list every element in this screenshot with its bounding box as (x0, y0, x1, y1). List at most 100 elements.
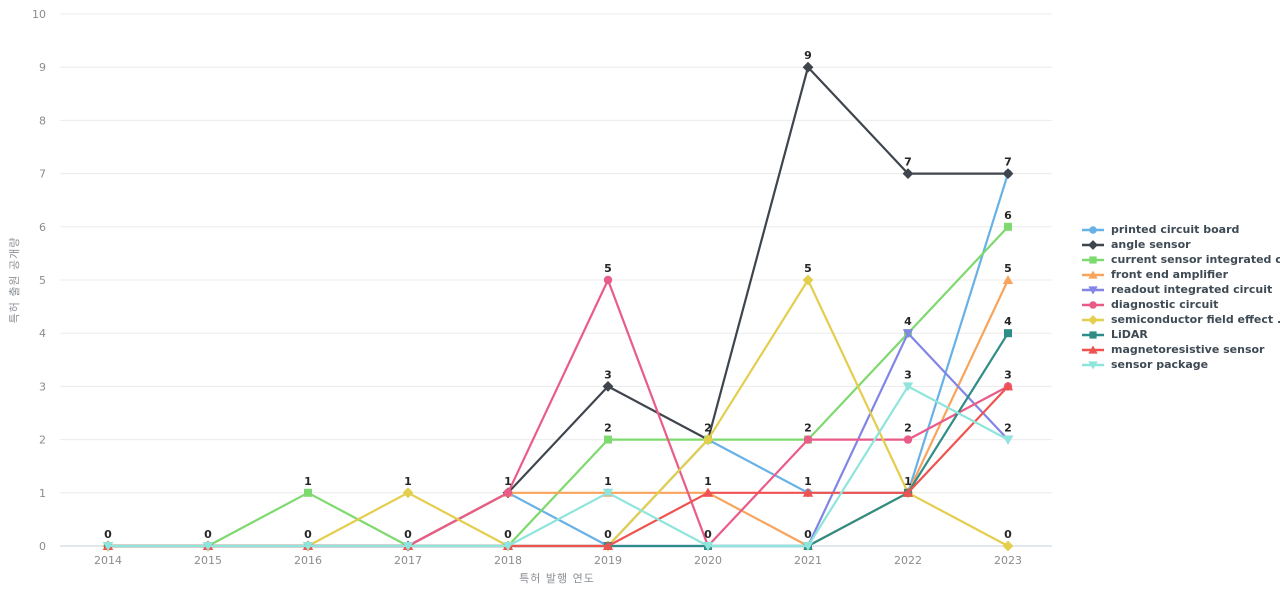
series-line[interactable] (106, 385, 1010, 548)
legend-item-readout-integrated-circuit[interactable]: readout integrated circuit (1080, 282, 1280, 297)
data-point-square (1089, 255, 1097, 264)
data-point-triangle-up (902, 487, 914, 497)
data-point-circle (503, 488, 513, 497)
series-line[interactable] (106, 172, 1010, 548)
data-point-diamond (1088, 239, 1098, 250)
value-label: 6 (1004, 209, 1012, 222)
chart-legend: printed circuit board angle sensor current… (1080, 222, 1280, 372)
value-label: 1 (804, 475, 812, 488)
legend-marker-diamond-icon (1082, 314, 1104, 325)
data-point-square (1089, 330, 1097, 339)
y-tick-label: 7 (39, 168, 46, 181)
legend-label: sensor package (1111, 358, 1209, 371)
x-tick-label: 2019 (594, 554, 622, 567)
series-line[interactable] (106, 278, 1010, 548)
x-tick-label: 2015 (194, 554, 222, 567)
x-tick-label: 2017 (394, 554, 422, 567)
data-point-triangle-down (702, 542, 714, 551)
series-angle-sensor[interactable] (102, 61, 1014, 552)
x-tick-label: 2022 (894, 554, 922, 567)
value-label: 0 (804, 528, 812, 541)
legend-marker-circle-icon (1082, 225, 1104, 234)
data-point-circle (1089, 300, 1097, 309)
legend-item-semiconductor-field-effect[interactable]: semiconductor field effect ... (1080, 312, 1280, 327)
legend-marker-diamond-icon (1082, 239, 1104, 250)
legend-item-printed-circuit-board[interactable]: printed circuit board (1080, 222, 1280, 237)
data-point-triangle-up (1002, 381, 1014, 391)
series-line[interactable] (106, 66, 1010, 548)
legend-label: current sensor integrated c... (1111, 253, 1280, 266)
data-point-diamond (402, 487, 414, 499)
value-label: 5 (604, 262, 612, 275)
legend-marker-square-icon (1082, 255, 1104, 264)
data-point-circle (603, 275, 613, 285)
value-label: 3 (904, 368, 912, 381)
legend-item-sensor-package[interactable]: sensor package (1080, 357, 1280, 372)
legend-item-current-sensor-integrated-c[interactable]: current sensor integrated c... (1080, 252, 1280, 267)
value-label: 2 (1004, 422, 1012, 435)
value-label: 0 (604, 528, 612, 541)
data-point-triangle-down (902, 329, 914, 339)
data-point-triangle-down (1088, 285, 1098, 294)
y-tick-label: 1 (39, 487, 46, 500)
value-label: 4 (1004, 315, 1012, 328)
data-point-square (604, 435, 612, 444)
legend-item-front-end-amplifier[interactable]: front end amplifier (1080, 267, 1280, 282)
x-tick-label: 2021 (794, 554, 822, 567)
data-point-diamond (902, 168, 914, 179)
data-point-triangle-down (302, 542, 314, 551)
value-label: 4 (904, 315, 912, 328)
legend-marker-triangle-up-icon (1082, 270, 1104, 279)
value-label: 3 (1004, 368, 1012, 381)
legend-item-angle-sensor[interactable]: angle sensor (1080, 237, 1280, 252)
data-point-diamond (702, 434, 714, 445)
value-label: 0 (104, 528, 112, 541)
value-label: 5 (1004, 262, 1012, 275)
legend-label: printed circuit board (1111, 223, 1240, 236)
x-tick-label: 2020 (694, 554, 722, 567)
x-tick-label: 2023 (994, 554, 1022, 567)
data-point-triangle-down (202, 542, 214, 551)
legend-item-magnetoresistive-sensor[interactable]: magnetoresistive sensor (1080, 342, 1280, 357)
value-labels: 0 0 0 1 0 1 1 0 0 3 2 1 5 2 1 0 1 9 2 0 5 1 7 4 2 3 7 6 5 2 3 0 4 (104, 49, 1012, 541)
series-magnetoresistive-sensor[interactable] (102, 381, 1014, 550)
value-label: 1 (304, 475, 312, 488)
data-point-triangle-down (402, 542, 414, 551)
x-tick-label: 2018 (494, 554, 522, 567)
series-line[interactable] (106, 278, 1010, 548)
data-point-circle (903, 435, 913, 444)
value-label: 7 (904, 156, 912, 169)
data-point-triangle-up (1002, 275, 1014, 284)
series-line[interactable] (106, 278, 1010, 548)
value-label: 1 (504, 475, 512, 488)
y-tick-label: 10 (32, 8, 46, 21)
y-tick-label: 9 (39, 61, 46, 74)
data-point-diamond (802, 274, 814, 286)
value-label: 7 (1004, 156, 1012, 169)
value-label: 5 (804, 262, 812, 275)
series-line[interactable] (106, 385, 1010, 548)
legend-label: readout integrated circuit (1111, 283, 1273, 296)
legend-marker-triangle-down-icon (1082, 285, 1104, 294)
value-label: 0 (404, 528, 412, 541)
data-point-diamond (1002, 168, 1014, 179)
y-axis-title: 특허 출원 공개량 (8, 236, 21, 324)
data-point-square (1004, 222, 1012, 231)
x-tick-label: 2016 (294, 554, 322, 567)
data-point-triangle-down (602, 488, 614, 498)
legend-marker-square-icon (1082, 330, 1104, 339)
legend-item-diagnostic-circuit[interactable]: diagnostic circuit (1080, 297, 1280, 312)
x-tick-label: 2014 (94, 554, 122, 567)
value-label: 0 (304, 528, 312, 541)
value-label: 1 (604, 475, 612, 488)
legend-item-lidar[interactable]: LiDAR (1080, 327, 1280, 342)
legend-label: front end amplifier (1111, 268, 1229, 281)
legend-label: diagnostic circuit (1111, 298, 1219, 311)
series-sensor-package[interactable] (102, 382, 1014, 551)
legend-label: magnetoresistive sensor (1111, 343, 1265, 356)
data-point-triangle-down (102, 542, 114, 551)
data-point-triangle-down (1002, 435, 1014, 445)
